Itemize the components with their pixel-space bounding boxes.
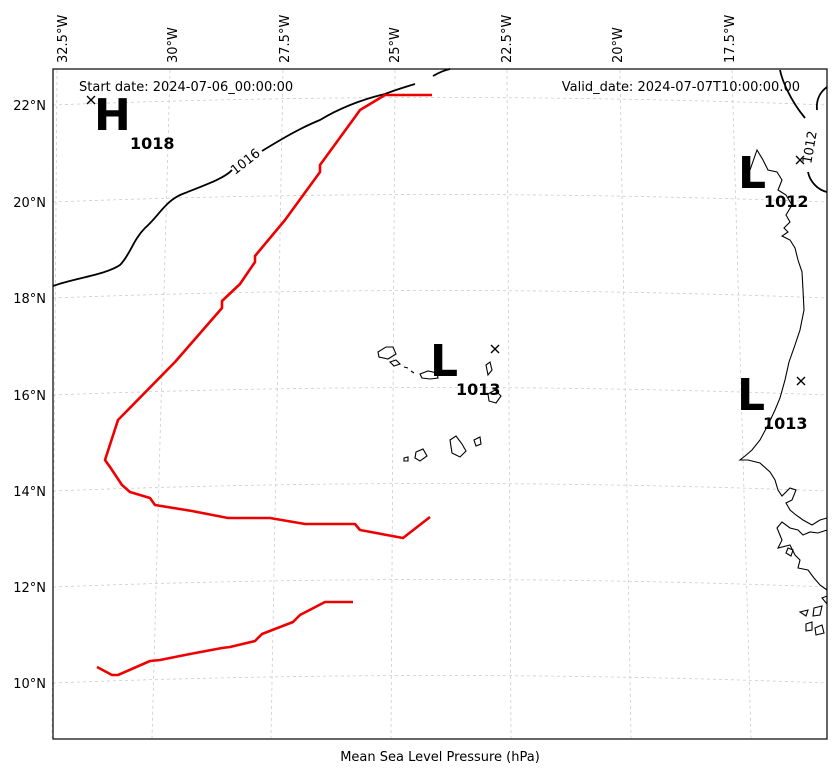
lat-tick-14n: 14°N <box>13 485 46 500</box>
lat-tick-12n: 12°N <box>13 581 46 596</box>
lon-tick-20w: 20°W <box>611 27 626 63</box>
graticule <box>51 69 828 739</box>
lon-tick-27.5w: 27.5°W <box>278 15 293 63</box>
lat-tick-20n: 20°N <box>13 196 46 211</box>
lat-tick-18n: 18°N <box>13 292 46 307</box>
meridian-20w <box>619 69 632 739</box>
meridian-30w <box>151 69 171 739</box>
center-letter-l-south: L <box>737 370 765 421</box>
center-value-l-north: 1012 <box>764 192 809 211</box>
start-date-label: Start date: 2024-07-06_00:00:00 <box>79 80 293 95</box>
cape-verde-islands <box>377 346 502 462</box>
valid-date-label: Valid_date: 2024-07-07T10:00:00.00 <box>562 80 800 95</box>
center-marker-h <box>86 95 96 105</box>
center-marker-l-capeverde <box>490 344 500 354</box>
parallel-16n <box>52 387 828 396</box>
storm-track-main <box>103 93 432 540</box>
parallel-12n <box>52 579 828 588</box>
parallel-18n <box>52 290 828 299</box>
meridian-22.5w <box>506 69 512 739</box>
isobar-1012 <box>779 69 828 193</box>
lat-tick-22n: 22°N <box>13 99 46 114</box>
lon-tick-22.5w: 22.5°W <box>500 15 515 63</box>
parallel-22n <box>52 97 828 106</box>
center-letter-l-north: L <box>738 148 766 199</box>
coastline-africa <box>738 148 828 526</box>
center-marker-l-south <box>796 376 806 386</box>
lon-tick-32.5w: 32.5°W <box>56 15 71 63</box>
meridian-27.5w <box>270 69 284 739</box>
lat-tick-16n: 16°N <box>13 389 46 404</box>
meridian-25w <box>390 69 396 739</box>
map-xlabel: Mean Sea Level Pressure (hPa) <box>340 750 540 765</box>
center-marker-l-north <box>795 155 805 165</box>
parallel-10n <box>52 675 828 684</box>
isobar-label-1016: 1016 <box>228 146 263 178</box>
storm-track-south <box>96 600 353 677</box>
lat-tick-10n: 10°N <box>13 677 46 692</box>
center-markers <box>86 95 806 386</box>
center-value-l-capeverde: 1013 <box>456 380 501 399</box>
center-letter-h: H <box>94 90 131 141</box>
isobar-label-1012: 1012 <box>800 130 821 165</box>
center-value-h: 1018 <box>130 134 175 153</box>
parallel-14n <box>52 483 828 492</box>
center-value-l-south: 1013 <box>763 414 808 433</box>
coastline-guinea <box>776 521 828 591</box>
coastline-guinea-islands <box>785 547 828 636</box>
lon-tick-25w: 25°W <box>388 27 403 63</box>
map-frame <box>52 68 828 740</box>
lon-tick-30w: 30°W <box>166 27 181 63</box>
lon-tick-17.5w: 17.5°W <box>723 15 738 63</box>
center-letter-l-capeverde: L <box>430 336 458 387</box>
parallel-20n <box>52 194 828 203</box>
